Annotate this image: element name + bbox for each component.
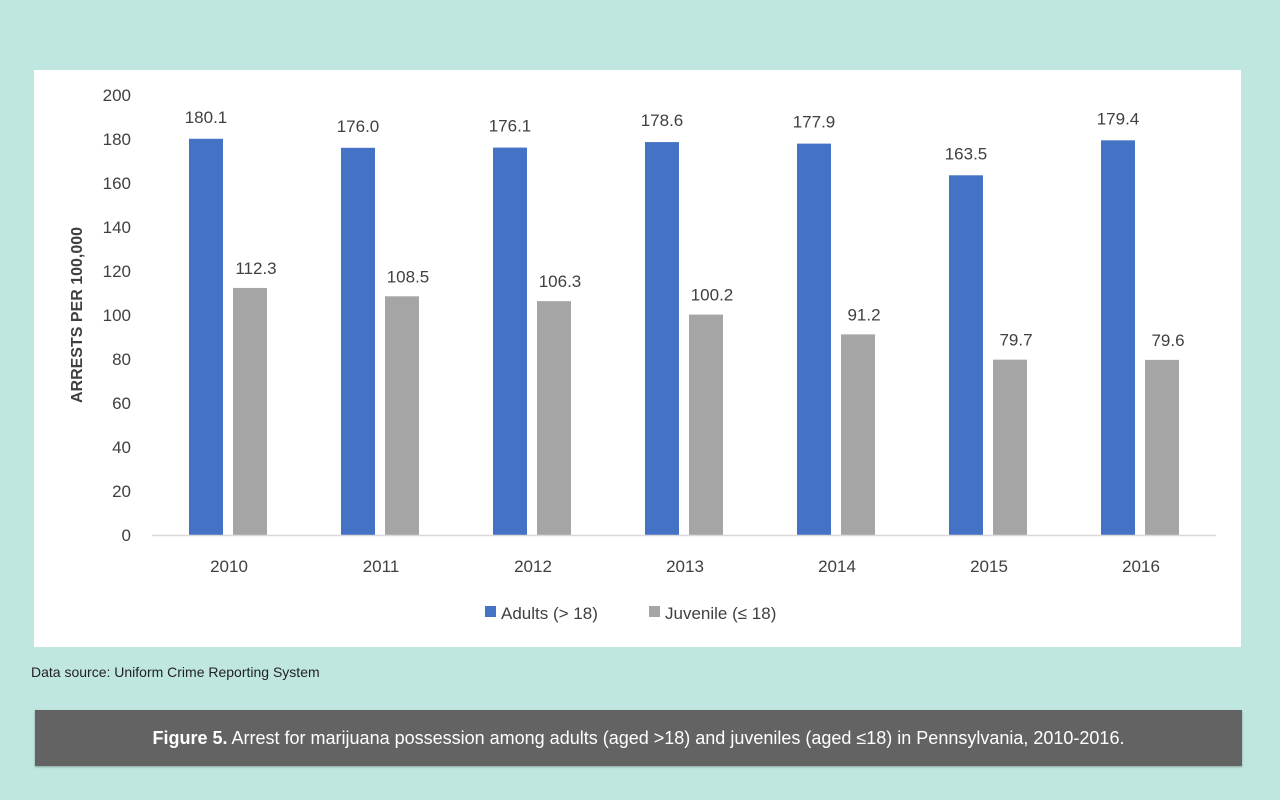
legend-swatch-juvenile <box>649 606 660 617</box>
y-tick-label: 80 <box>112 350 131 369</box>
y-tick-label: 40 <box>112 438 131 457</box>
bar-juvenile-2011 <box>385 296 419 535</box>
x-ticks: 2010 2011 2012 2013 2014 2015 2016 <box>210 557 1160 576</box>
y-tick-label: 160 <box>103 174 131 193</box>
figure-caption-text: Arrest for marijuana possession among ad… <box>227 728 1125 748</box>
data-label: 79.7 <box>999 331 1032 350</box>
figure-label: Figure 5. <box>152 728 228 748</box>
bar-adults-2010 <box>189 138 223 535</box>
bar-adults-2014 <box>797 143 831 535</box>
y-tick-label: 0 <box>122 526 131 545</box>
bar-adults-2015 <box>949 175 983 536</box>
data-source-note: Data source: Uniform Crime Reporting Sys… <box>31 664 320 680</box>
bars: 180.1 112.3 176.0 108.5 176.1 106.3 178.6 100.2… <box>185 108 1185 536</box>
data-label: 106.3 <box>539 272 582 291</box>
data-label: 179.4 <box>1097 109 1140 128</box>
y-tick-label: 20 <box>112 482 131 501</box>
y-tick-label: 180 <box>103 130 131 149</box>
data-label: 180.1 <box>185 108 228 127</box>
legend-label-adults: Adults (> 18) <box>501 604 598 623</box>
bar-adults-2011 <box>341 147 375 536</box>
bar-juvenile-2010 <box>233 287 267 535</box>
bar-juvenile-2014 <box>841 334 875 535</box>
y-tick-label: 100 <box>103 306 131 325</box>
data-label: 176.1 <box>489 117 532 136</box>
data-label: 79.6 <box>1151 331 1184 350</box>
bar-adults-2012 <box>493 147 527 535</box>
data-label: 176.0 <box>337 117 380 136</box>
x-tick-label: 2012 <box>514 557 552 576</box>
x-tick-label: 2015 <box>970 557 1008 576</box>
y-tick-label: 140 <box>103 218 131 237</box>
bar-juvenile-2015 <box>993 359 1027 535</box>
bar-adults-2013 <box>645 142 679 535</box>
x-tick-label: 2014 <box>818 557 856 576</box>
legend: Adults (> 18) Juvenile (≤ 18) <box>485 604 776 623</box>
legend-swatch-adults <box>485 606 496 617</box>
y-tick-label: 120 <box>103 262 131 281</box>
figure-caption: Figure 5. Arrest for marijuana possessio… <box>35 710 1242 766</box>
y-ticks: 0 20 40 60 80 100 120 140 160 180 200 <box>103 86 131 545</box>
data-label: 177.9 <box>793 113 836 132</box>
y-axis-label: ARRESTS PER 100,000 <box>69 227 86 403</box>
legend-label-juvenile: Juvenile (≤ 18) <box>665 604 776 623</box>
data-label: 178.6 <box>641 111 684 130</box>
bar-juvenile-2012 <box>537 301 571 535</box>
data-label: 100.2 <box>691 286 734 305</box>
y-tick-label: 60 <box>112 394 131 413</box>
bar-juvenile-2013 <box>689 314 723 535</box>
x-tick-label: 2016 <box>1122 557 1160 576</box>
data-label: 108.5 <box>387 267 430 286</box>
data-label: 91.2 <box>847 305 880 324</box>
y-tick-label: 200 <box>103 86 131 105</box>
bar-juvenile-2016 <box>1145 359 1179 535</box>
data-label: 112.3 <box>235 259 276 278</box>
data-label: 163.5 <box>945 144 988 163</box>
bar-adults-2016 <box>1101 140 1135 535</box>
x-tick-label: 2013 <box>666 557 704 576</box>
x-tick-label: 2011 <box>363 557 400 576</box>
x-tick-label: 2010 <box>210 557 248 576</box>
